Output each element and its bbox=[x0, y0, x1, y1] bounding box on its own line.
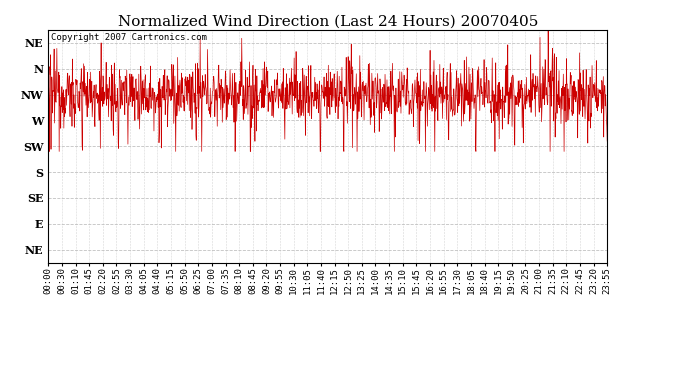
Text: Copyright 2007 Cartronics.com: Copyright 2007 Cartronics.com bbox=[51, 33, 207, 42]
Title: Normalized Wind Direction (Last 24 Hours) 20070405: Normalized Wind Direction (Last 24 Hours… bbox=[117, 15, 538, 29]
